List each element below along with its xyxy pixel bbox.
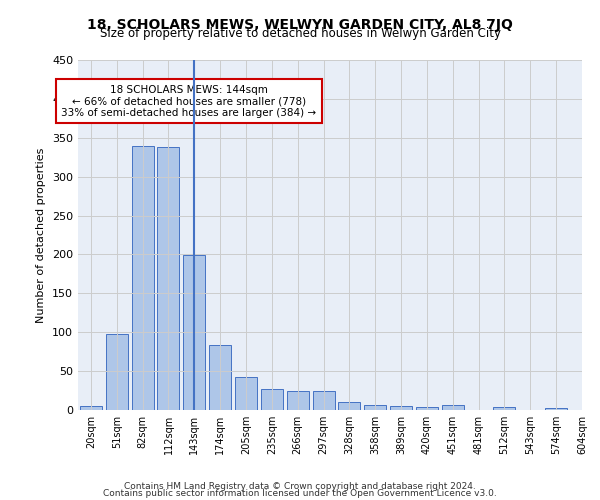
Bar (106, 334, 128, 410)
Bar (131, 146, 154, 410)
Bar (416, 407, 438, 410)
Bar (313, 392, 335, 410)
Y-axis label: Number of detached properties: Number of detached properties (37, 148, 46, 322)
Bar (545, 408, 567, 410)
Text: Size of property relative to detached houses in Welwyn Garden City: Size of property relative to detached ho… (100, 28, 500, 40)
Text: 18, SCHOLARS MEWS, WELWYN GARDEN CITY, AL8 7JQ: 18, SCHOLARS MEWS, WELWYN GARDEN CITY, A… (87, 18, 513, 32)
Bar (235, 378, 257, 410)
Text: 18 SCHOLARS MEWS: 144sqm
← 66% of detached houses are smaller (778)
33% of semi-: 18 SCHOLARS MEWS: 144sqm ← 66% of detach… (61, 84, 316, 117)
Bar (442, 406, 464, 410)
Text: Contains HM Land Registry data © Crown copyright and database right 2024.: Contains HM Land Registry data © Crown c… (124, 482, 476, 491)
Bar (390, 406, 412, 410)
Text: Contains public sector information licensed under the Open Government Licence v3: Contains public sector information licen… (103, 488, 497, 498)
Bar (493, 407, 515, 410)
Bar (287, 390, 308, 410)
Bar (261, 389, 283, 410)
Bar (157, 147, 179, 410)
Bar (209, 344, 231, 410)
Bar (364, 404, 386, 410)
Bar (80, 406, 102, 410)
Bar (338, 402, 361, 410)
Bar (184, 255, 205, 410)
